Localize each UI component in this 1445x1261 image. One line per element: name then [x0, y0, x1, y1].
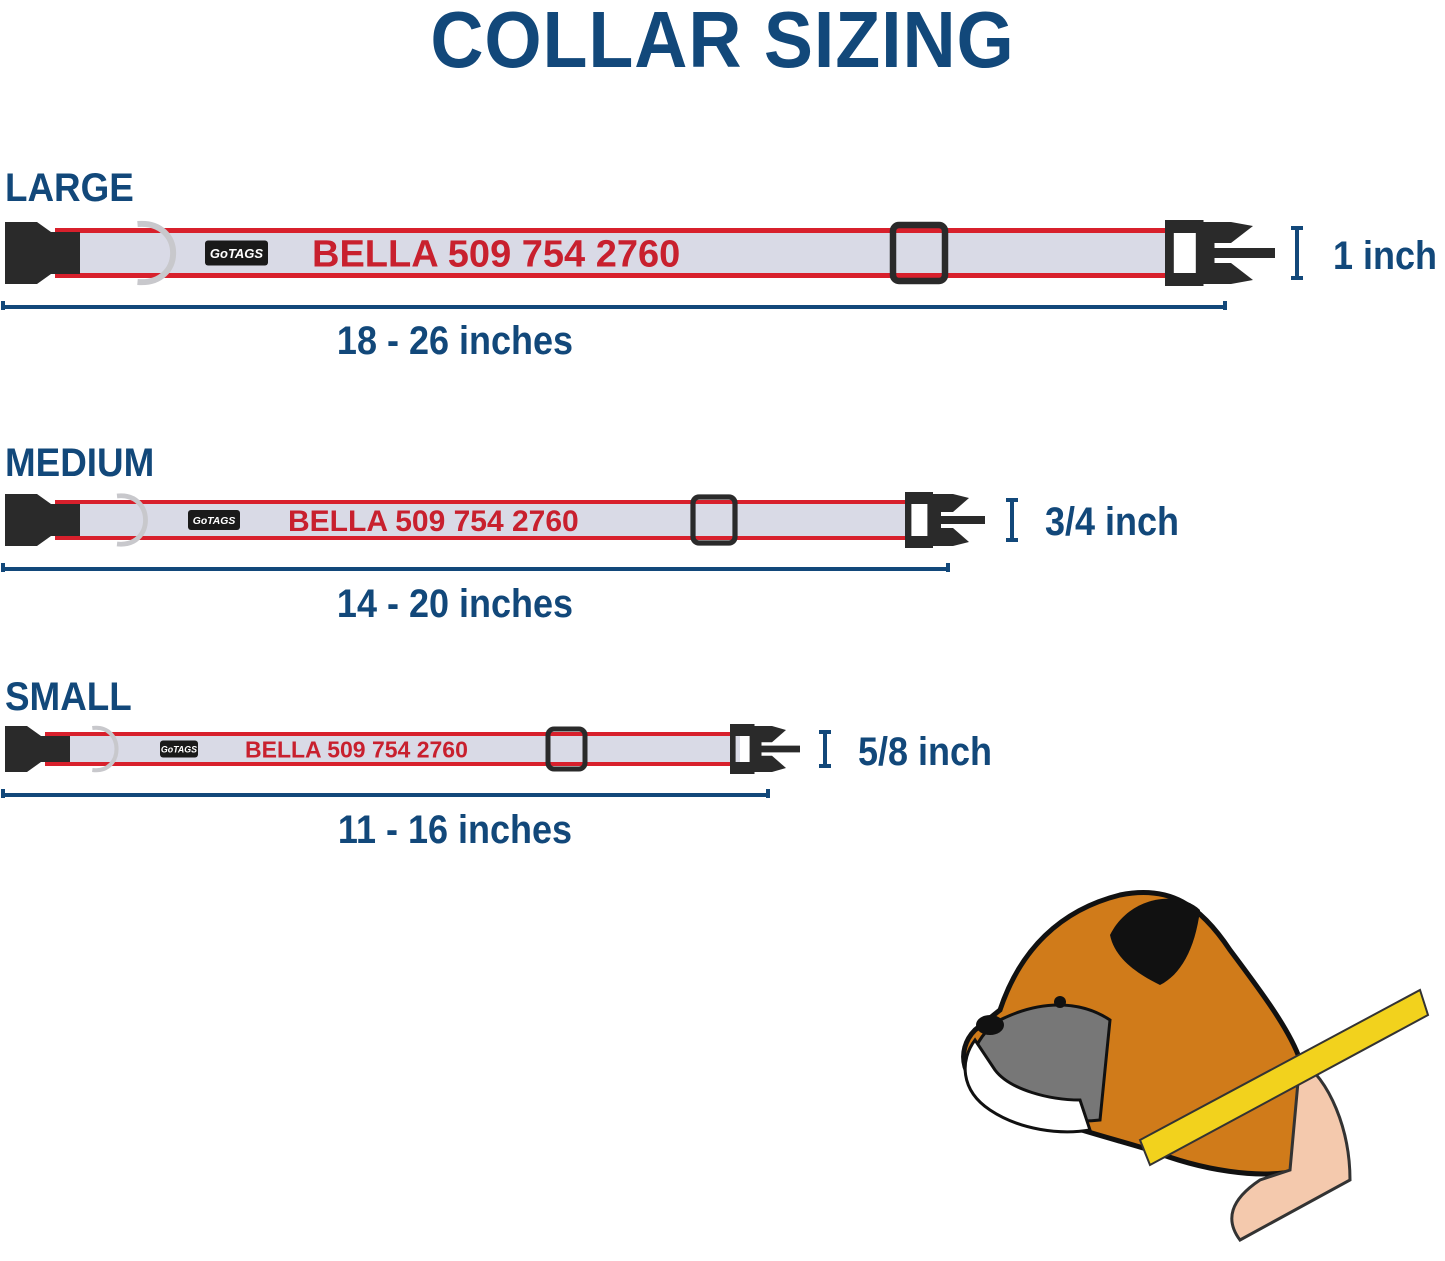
collar-large: GoTAGS BELLA 509 754 2760 — [1, 220, 1303, 310]
engraving-text: BELLA 509 754 2760 — [245, 736, 468, 762]
d-ring-icon — [92, 725, 119, 773]
gotags-logo: GoTAGS — [161, 744, 197, 754]
gotags-logo: GoTAGS — [193, 516, 236, 527]
slide-keeper-icon — [690, 494, 738, 546]
logo-patch — [160, 740, 198, 758]
slide-keeper-icon — [545, 726, 588, 772]
size-heading-small: SMALL — [5, 675, 132, 719]
page-title: COLLAR SIZING — [430, 0, 1015, 84]
range-label-small: 11 - 16 inches — [337, 808, 573, 852]
width-label-small: 5/8 inch — [858, 730, 993, 774]
buckle-prongs-icon — [754, 726, 800, 772]
d-ring-icon — [137, 220, 176, 286]
male-buckle-icon — [905, 492, 933, 548]
range-label-medium: 14 - 20 inches — [336, 582, 574, 626]
width-measure-bracket — [1006, 498, 1018, 542]
size-heading-large: LARGE — [5, 166, 134, 210]
width-label-medium: 3/4 inch — [1045, 500, 1180, 544]
length-measure-line — [1, 301, 1227, 310]
buckle-prongs-icon — [933, 494, 985, 546]
male-buckle-icon — [1165, 220, 1204, 286]
buckle-prongs-icon — [1203, 222, 1275, 284]
collar-small: GoTAGS BELLA 509 754 2760 — [1, 724, 831, 798]
collar-medium: GoTAGS BELLA 509 754 2760 — [1, 492, 1018, 572]
d-ring-icon — [116, 493, 148, 547]
female-buckle-icon — [5, 494, 80, 546]
width-measure-bracket — [819, 730, 831, 768]
length-measure-line — [1, 563, 950, 572]
slide-keeper-icon — [889, 221, 949, 285]
female-buckle-icon — [5, 222, 80, 284]
engraving-text: BELLA 509 754 2760 — [312, 234, 680, 276]
length-measure-line — [1, 789, 770, 798]
female-buckle-icon — [5, 726, 70, 772]
gotags-logo: GoTAGS — [210, 246, 264, 261]
width-measure-bracket — [1291, 226, 1303, 280]
range-label-large: 18 - 26 inches — [336, 319, 574, 363]
size-heading-medium: MEDIUM — [5, 441, 155, 485]
male-buckle-icon — [730, 724, 755, 774]
measuring-tape-icon — [1138, 988, 1430, 1167]
width-label-large: 1 inch — [1333, 234, 1438, 278]
logo-patch — [188, 510, 240, 530]
logo-patch — [205, 240, 268, 266]
boxer-dog-icon — [961, 889, 1430, 1242]
engraving-text: BELLA 509 754 2760 — [288, 505, 579, 538]
